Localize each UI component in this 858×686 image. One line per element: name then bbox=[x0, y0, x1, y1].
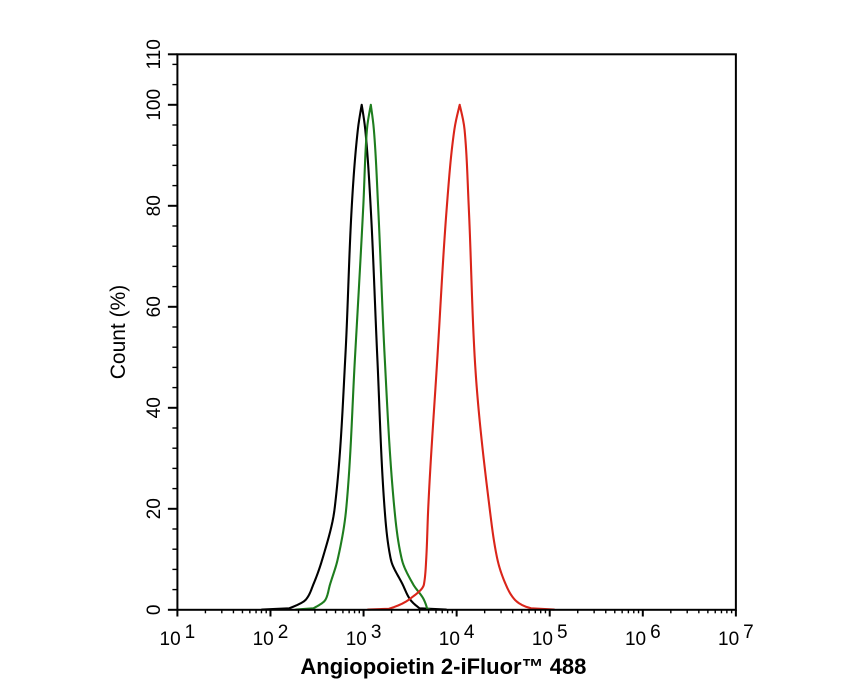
svg-text:40: 40 bbox=[144, 397, 165, 418]
svg-text:0: 0 bbox=[144, 605, 165, 616]
svg-text:100: 100 bbox=[144, 89, 165, 121]
svg-text:Count (%): Count (%) bbox=[107, 285, 130, 380]
svg-text:Angiopoietin 2-iFluor™ 488: Angiopoietin 2-iFluor™ 488 bbox=[300, 654, 586, 679]
svg-text:80: 80 bbox=[144, 195, 165, 216]
svg-text:60: 60 bbox=[144, 296, 165, 317]
svg-text:110: 110 bbox=[144, 39, 165, 69]
svg-text:20: 20 bbox=[144, 498, 165, 519]
